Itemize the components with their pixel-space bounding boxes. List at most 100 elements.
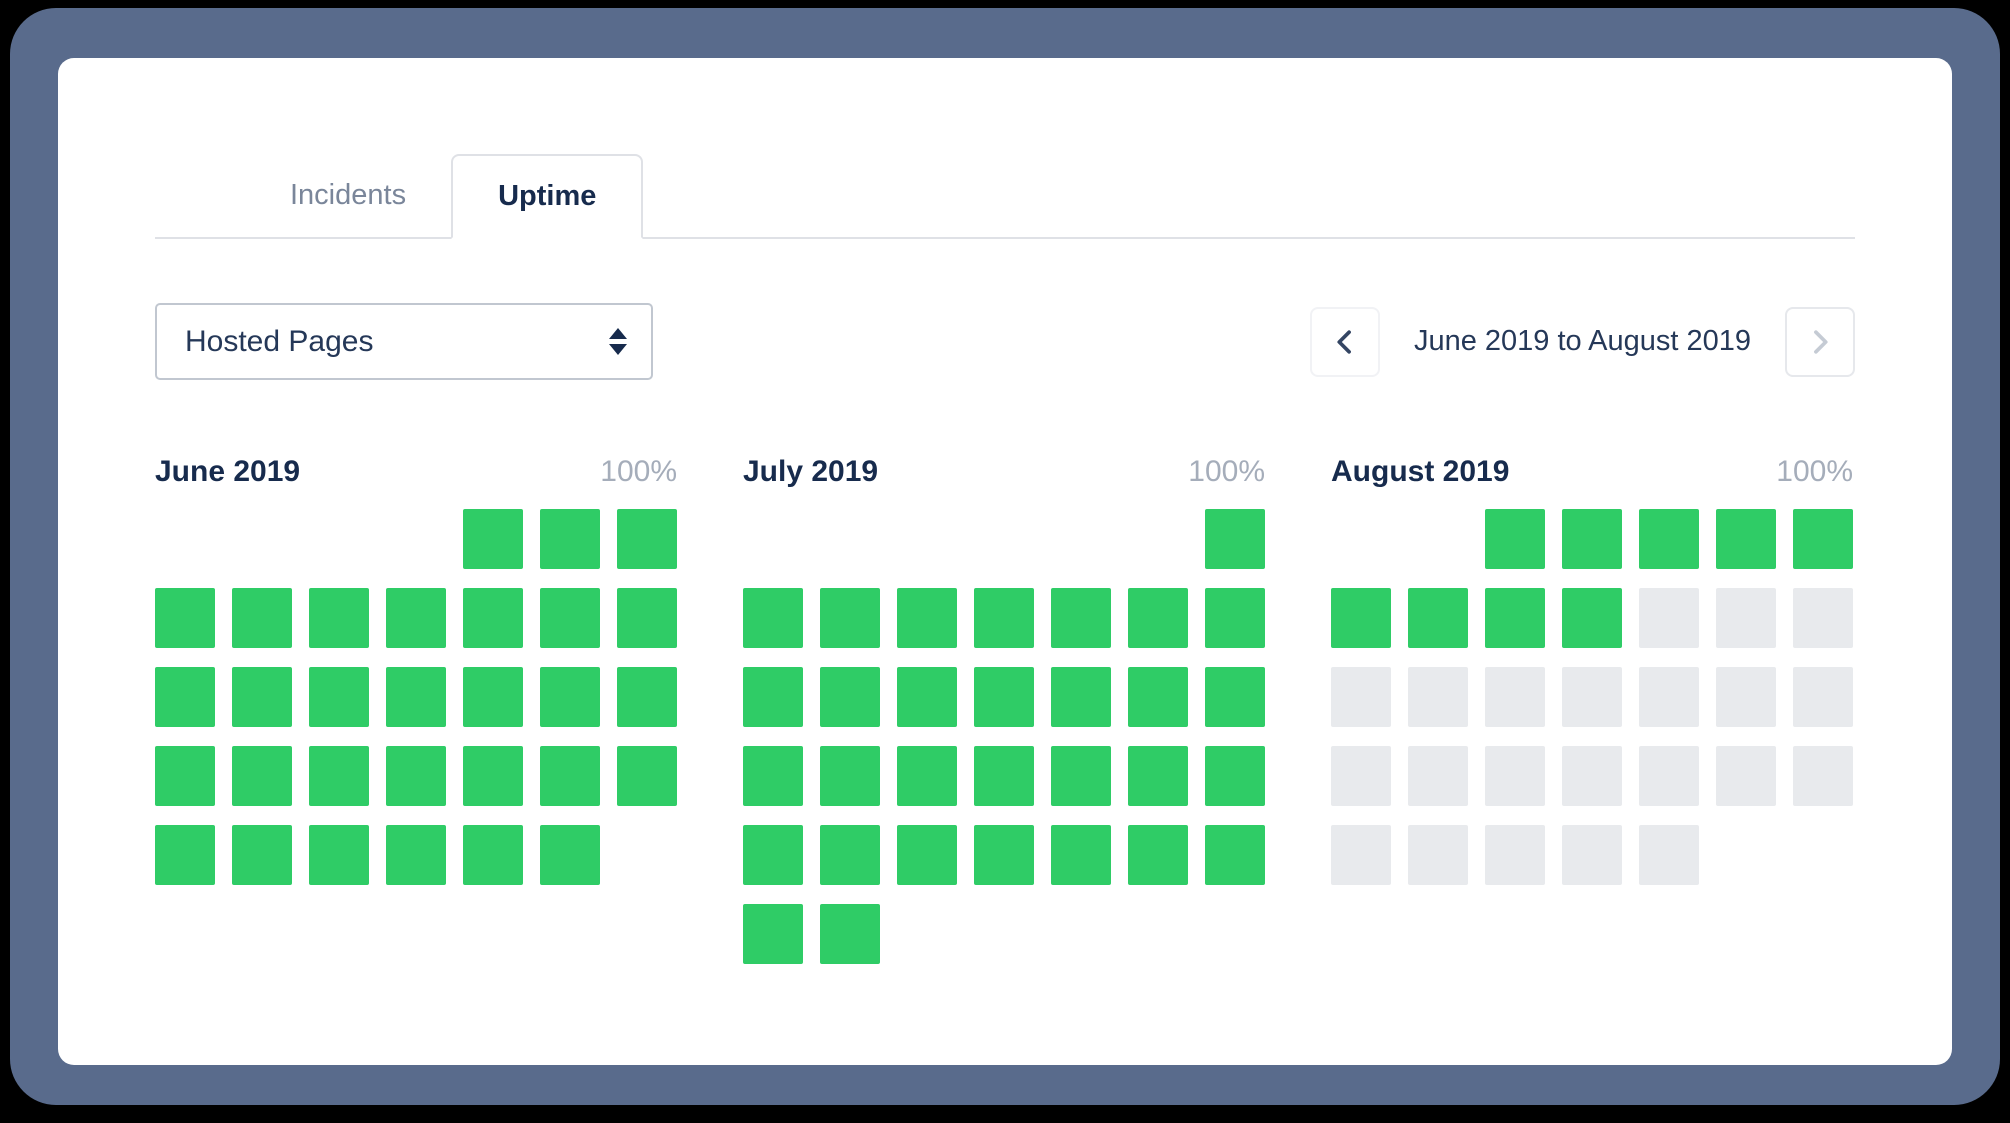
day-cell-up[interactable] (309, 588, 369, 648)
day-cell-up[interactable] (540, 825, 600, 885)
day-cell-up[interactable] (386, 825, 446, 885)
tab-incidents[interactable]: Incidents (290, 179, 407, 211)
day-cell-up[interactable] (1205, 588, 1265, 648)
day-cell-up[interactable] (540, 667, 600, 727)
day-cell-up[interactable] (820, 825, 880, 885)
day-cell-up[interactable] (617, 509, 677, 569)
day-cell-future[interactable] (1562, 746, 1622, 806)
day-cell-future[interactable] (1485, 667, 1545, 727)
day-cell-up[interactable] (463, 588, 523, 648)
day-cell-up[interactable] (1793, 509, 1853, 569)
day-cell-up[interactable] (974, 746, 1034, 806)
day-cell-future[interactable] (1562, 667, 1622, 727)
day-cell-up[interactable] (1485, 588, 1545, 648)
day-cell-up[interactable] (743, 904, 803, 964)
day-cell-up[interactable] (1562, 509, 1622, 569)
prev-range-button[interactable] (1309, 306, 1380, 377)
day-cell-future[interactable] (1716, 667, 1776, 727)
day-cell-up[interactable] (232, 588, 292, 648)
day-cell-empty (1793, 825, 1853, 885)
day-cell-future[interactable] (1408, 667, 1468, 727)
day-cell-future[interactable] (1639, 667, 1699, 727)
day-cell-up[interactable] (463, 825, 523, 885)
day-cell-up[interactable] (463, 509, 523, 569)
day-cell-up[interactable] (1331, 588, 1391, 648)
day-cell-up[interactable] (974, 588, 1034, 648)
day-cell-up[interactable] (820, 904, 880, 964)
day-cell-up[interactable] (232, 667, 292, 727)
day-cell-up[interactable] (540, 509, 600, 569)
day-cell-future[interactable] (1485, 746, 1545, 806)
day-cell-up[interactable] (1639, 509, 1699, 569)
day-cell-up[interactable] (820, 667, 880, 727)
day-cell-future[interactable] (1793, 667, 1853, 727)
day-cell-up[interactable] (617, 588, 677, 648)
day-cell-up[interactable] (1205, 667, 1265, 727)
day-cell-up[interactable] (155, 825, 215, 885)
day-cell-future[interactable] (1331, 667, 1391, 727)
day-cell-future[interactable] (1408, 825, 1468, 885)
day-cell-up[interactable] (386, 667, 446, 727)
day-cell-future[interactable] (1793, 746, 1853, 806)
day-cell-up[interactable] (1128, 746, 1188, 806)
day-cell-up[interactable] (1205, 746, 1265, 806)
day-cell-up[interactable] (897, 588, 957, 648)
day-cell-future[interactable] (1485, 825, 1545, 885)
day-cell-empty (1205, 904, 1265, 964)
day-cell-up[interactable] (1716, 509, 1776, 569)
day-cell-up[interactable] (1128, 588, 1188, 648)
day-cell-future[interactable] (1639, 588, 1699, 648)
day-cell-up[interactable] (1485, 509, 1545, 569)
day-cell-up[interactable] (1128, 667, 1188, 727)
day-cell-up[interactable] (540, 588, 600, 648)
day-cell-up[interactable] (617, 746, 677, 806)
day-cell-future[interactable] (1331, 825, 1391, 885)
day-cell-up[interactable] (617, 667, 677, 727)
day-cell-up[interactable] (897, 825, 957, 885)
day-cell-up[interactable] (1051, 746, 1111, 806)
day-cell-up[interactable] (820, 588, 880, 648)
day-cell-up[interactable] (155, 667, 215, 727)
day-cell-future[interactable] (1716, 588, 1776, 648)
next-range-button[interactable] (1785, 306, 1855, 377)
day-cell-up[interactable] (897, 746, 957, 806)
day-cell-up[interactable] (1128, 825, 1188, 885)
day-cell-future[interactable] (1639, 746, 1699, 806)
day-cell-up[interactable] (155, 746, 215, 806)
day-cell-up[interactable] (1205, 509, 1265, 569)
day-cell-future[interactable] (1793, 588, 1853, 648)
day-cell-up[interactable] (540, 746, 600, 806)
day-cell-up[interactable] (155, 588, 215, 648)
day-cell-up[interactable] (1408, 588, 1468, 648)
day-cell-up[interactable] (974, 825, 1034, 885)
day-cell-empty (1408, 509, 1468, 569)
day-cell-future[interactable] (1331, 746, 1391, 806)
day-cell-up[interactable] (897, 667, 957, 727)
day-cell-up[interactable] (309, 825, 369, 885)
day-cell-up[interactable] (1051, 825, 1111, 885)
day-cell-up[interactable] (463, 667, 523, 727)
day-cell-up[interactable] (232, 746, 292, 806)
day-cell-up[interactable] (974, 667, 1034, 727)
day-cell-up[interactable] (463, 746, 523, 806)
day-cell-future[interactable] (1408, 746, 1468, 806)
day-cell-up[interactable] (743, 825, 803, 885)
day-cell-up[interactable] (1205, 825, 1265, 885)
day-cell-up[interactable] (1051, 667, 1111, 727)
product-select[interactable]: Hosted Pages (155, 303, 653, 380)
day-cell-up[interactable] (1562, 588, 1622, 648)
day-cell-up[interactable] (743, 746, 803, 806)
day-cell-up[interactable] (309, 667, 369, 727)
day-cell-future[interactable] (1716, 746, 1776, 806)
day-cell-up[interactable] (232, 825, 292, 885)
day-cell-up[interactable] (386, 588, 446, 648)
day-cell-up[interactable] (743, 588, 803, 648)
tab-uptime[interactable]: Uptime (451, 154, 644, 239)
day-cell-future[interactable] (1562, 825, 1622, 885)
day-cell-future[interactable] (1639, 825, 1699, 885)
day-cell-up[interactable] (1051, 588, 1111, 648)
day-cell-up[interactable] (820, 746, 880, 806)
day-cell-up[interactable] (386, 746, 446, 806)
day-cell-up[interactable] (309, 746, 369, 806)
day-cell-up[interactable] (743, 667, 803, 727)
